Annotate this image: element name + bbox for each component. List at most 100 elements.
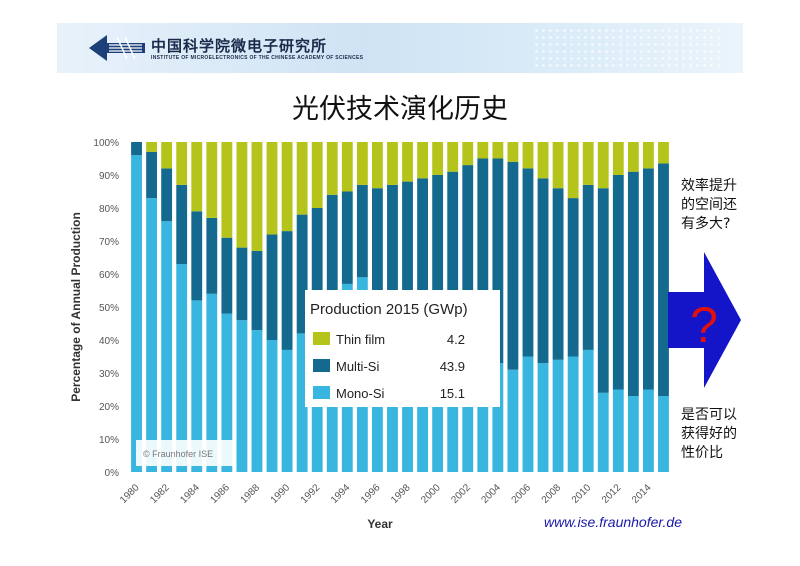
bar-thin-film-1997 bbox=[387, 142, 398, 185]
bar-mono-si-2013 bbox=[627, 396, 639, 472]
x-tick-label: 1988 bbox=[239, 482, 263, 506]
legend-swatch-multi-si bbox=[313, 359, 330, 372]
header-banner: 中国科学院微电子研究所 INSTITUTE OF MICROELECTRONIC… bbox=[57, 23, 743, 73]
bar-multi-si-1987 bbox=[236, 247, 248, 321]
bar-thin-film-1994 bbox=[341, 142, 353, 192]
bar-thin-film-1985 bbox=[206, 142, 218, 218]
bar-multi-si-1989 bbox=[266, 234, 278, 340]
bar-multi-si-2003 bbox=[477, 158, 489, 360]
bar-multi-si-2015 bbox=[658, 163, 669, 397]
bar-thin-film-1993 bbox=[326, 142, 338, 195]
bar-mono-si-1987 bbox=[236, 320, 248, 472]
bar-mono-si-1984 bbox=[191, 300, 203, 472]
bar-mono-si-1985 bbox=[206, 293, 218, 472]
bar-mono-si-2015 bbox=[658, 396, 669, 472]
bar-thin-film-1988 bbox=[251, 142, 263, 251]
y-tick-label: 50% bbox=[99, 303, 119, 314]
y-axis-title: Percentage of Annual Production bbox=[69, 212, 83, 402]
bar-multi-si-2004 bbox=[492, 158, 504, 364]
bar-thin-film-1983 bbox=[176, 142, 188, 185]
bar-thin-film-1981 bbox=[146, 142, 158, 152]
x-tick-label: 1996 bbox=[359, 482, 383, 506]
legend-label: Thin film bbox=[336, 332, 385, 347]
bar-multi-si-2006 bbox=[522, 168, 534, 357]
y-tick-label: 0% bbox=[105, 468, 120, 479]
side-note-cost-performance: 是否可以获得好的性价比 bbox=[681, 407, 737, 461]
bar-mono-si-2010 bbox=[582, 349, 594, 472]
bar-mono-si-1982 bbox=[161, 221, 173, 472]
legend-value: 4.2 bbox=[447, 332, 465, 347]
bar-multi-si-1981 bbox=[146, 151, 158, 199]
bar-multi-si-1996 bbox=[371, 188, 383, 301]
bar-thin-film-1984 bbox=[191, 142, 203, 212]
bar-thin-film-2009 bbox=[567, 142, 579, 199]
bar-thin-film-1996 bbox=[371, 142, 383, 189]
legend-label: Multi-Si bbox=[336, 359, 379, 374]
x-tick-label: 2002 bbox=[449, 482, 473, 506]
y-tick-label: 70% bbox=[99, 237, 119, 248]
bar-mono-si-1990 bbox=[281, 349, 293, 472]
bar-thin-film-2000 bbox=[432, 142, 444, 175]
bar-mono-si-2008 bbox=[552, 359, 564, 472]
bar-multi-si-1991 bbox=[296, 214, 308, 334]
bar-thin-film-2008 bbox=[552, 142, 564, 189]
y-tick-label: 90% bbox=[99, 171, 119, 182]
bar-thin-film-2006 bbox=[522, 142, 534, 169]
arrow-question-mark: ? bbox=[690, 297, 718, 353]
bar-multi-si-2001 bbox=[447, 171, 459, 340]
watermark-box bbox=[136, 440, 234, 466]
bar-thin-film-2011 bbox=[597, 142, 609, 189]
bar-multi-si-2005 bbox=[507, 161, 519, 370]
x-tick-label: 2008 bbox=[540, 482, 564, 506]
bar-multi-si-1993 bbox=[326, 194, 338, 324]
bar-thin-film-2005 bbox=[507, 142, 519, 162]
bar-thin-film-1991 bbox=[296, 142, 308, 215]
legend-value: 43.9 bbox=[440, 359, 465, 374]
bar-mono-si-2009 bbox=[567, 356, 579, 472]
bar-mono-si-2004 bbox=[492, 363, 504, 472]
bar-thin-film-2013 bbox=[627, 142, 639, 172]
bar-thin-film-2004 bbox=[492, 142, 504, 159]
bar-thin-film-1999 bbox=[417, 142, 429, 179]
bar-multi-si-1988 bbox=[251, 250, 263, 331]
bar-thin-film-1986 bbox=[221, 142, 233, 238]
bar-mono-si-1983 bbox=[176, 264, 188, 472]
legend-swatch-thin-film bbox=[313, 332, 330, 345]
bar-thin-film-2010 bbox=[582, 142, 594, 185]
legend-box bbox=[305, 290, 500, 407]
slide-title: 光伏技术演化历史 bbox=[292, 94, 508, 125]
bar-multi-si-2010 bbox=[582, 184, 594, 350]
question-arrow-icon: ? bbox=[668, 252, 741, 388]
bar-multi-si-2009 bbox=[567, 198, 579, 357]
bar-thin-film-1998 bbox=[402, 142, 413, 182]
bar-multi-si-1984 bbox=[191, 211, 203, 301]
bar-thin-film-1995 bbox=[356, 142, 368, 185]
bar-multi-si-2012 bbox=[612, 175, 624, 390]
bar-multi-si-2008 bbox=[552, 188, 564, 360]
bar-multi-si-1986 bbox=[221, 237, 233, 314]
bar-multi-si-1994 bbox=[341, 191, 353, 284]
bar-multi-si-1999 bbox=[417, 178, 429, 324]
bar-thin-film-1990 bbox=[281, 142, 293, 232]
bar-thin-film-1982 bbox=[161, 142, 173, 169]
x-tick-label: 2004 bbox=[479, 482, 503, 506]
x-tick-label: 1990 bbox=[269, 482, 293, 506]
bar-mono-si-2011 bbox=[597, 392, 609, 472]
bar-thin-film-2012 bbox=[612, 142, 624, 175]
bar-multi-si-2002 bbox=[462, 165, 474, 354]
x-tick-label: 2006 bbox=[510, 482, 534, 506]
y-tick-label: 20% bbox=[99, 402, 119, 413]
bar-mono-si-2006 bbox=[522, 356, 534, 472]
x-tick-label: 1992 bbox=[299, 482, 323, 506]
bar-thin-film-2014 bbox=[642, 142, 654, 169]
bar-multi-si-2011 bbox=[597, 188, 609, 393]
bar-multi-si-2013 bbox=[627, 171, 639, 397]
x-tick-label: 1982 bbox=[148, 482, 172, 506]
source-link[interactable]: www.ise.fraunhofer.de bbox=[544, 514, 682, 530]
x-tick-label: 1998 bbox=[389, 482, 413, 506]
bar-multi-si-1997 bbox=[387, 184, 398, 307]
bar-thin-film-2001 bbox=[447, 142, 459, 172]
bar-multi-si-1985 bbox=[206, 217, 218, 294]
bar-thin-film-2015 bbox=[658, 142, 669, 164]
